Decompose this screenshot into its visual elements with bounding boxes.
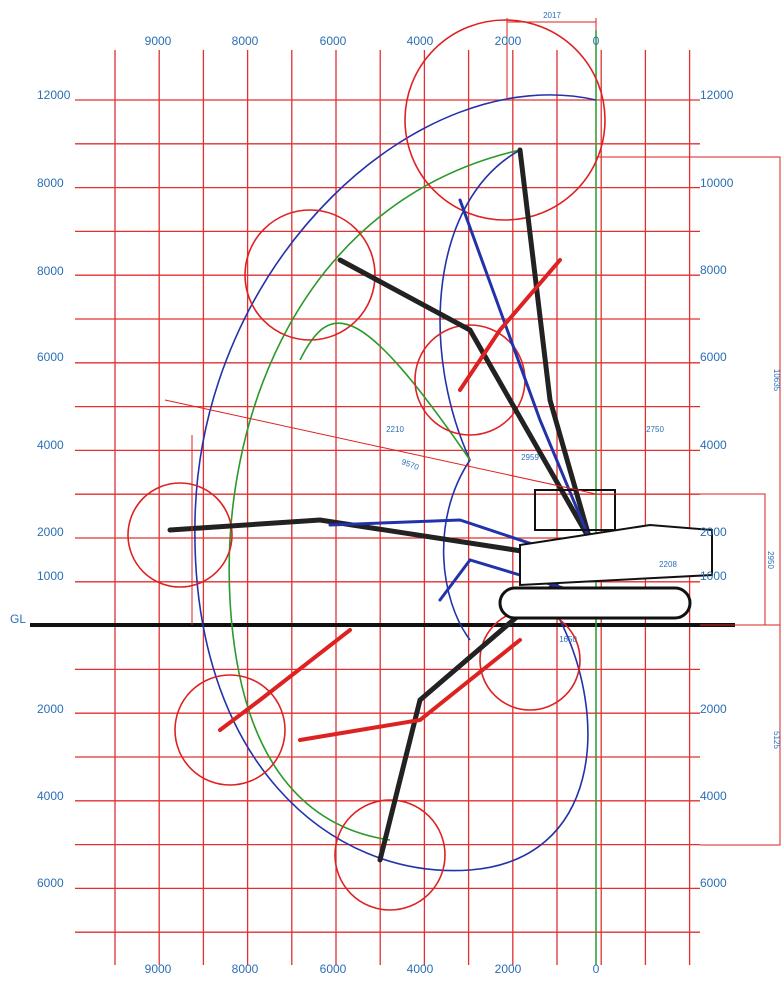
x-label-bottom: 8000: [232, 962, 259, 976]
x-label-bottom: 2000: [495, 962, 522, 976]
excavator: [498, 489, 713, 620]
dimension-label: 2210: [386, 425, 404, 434]
x-label-bottom: 9000: [145, 962, 172, 976]
y-label-left: 1000: [37, 569, 64, 583]
y-label-right: 4000: [700, 789, 727, 803]
y-label-left: 8000: [37, 176, 64, 190]
dimension-label: 2950: [766, 551, 775, 569]
dimension-label: 2017: [543, 11, 561, 20]
y-label-left: 6000: [37, 350, 64, 364]
y-label-left: 4000: [37, 438, 64, 452]
x-label-top: 8000: [232, 34, 259, 48]
booms: [167, 147, 593, 863]
y-label-left: 2000: [37, 702, 64, 716]
y-label-right: 1000: [700, 569, 727, 583]
x-label-bottom: 4000: [407, 962, 434, 976]
y-label-left: GL: [10, 612, 26, 626]
dimension-label: 2208: [659, 560, 677, 569]
x-label-top: 9000: [145, 34, 172, 48]
y-label-left: 2000: [37, 525, 64, 539]
y-label-right: 2000: [700, 702, 727, 716]
x-label-top: 0: [593, 34, 600, 48]
labels: 9000 9000 8000 8000 6000 6000 4000 4000 2000 2000…: [10, 11, 781, 976]
dimension-label: 2750: [646, 425, 664, 434]
x-label-top: 2000: [495, 34, 522, 48]
y-label-right: 12000: [700, 88, 734, 102]
y-label-right: 4000: [700, 438, 727, 452]
dimension-label: 5125: [772, 731, 781, 749]
y-label-right: 10000: [700, 176, 734, 190]
dimension-label: 10635: [772, 369, 781, 392]
dimension-label: 2959: [521, 453, 539, 462]
dimension-lines: [164, 18, 781, 846]
y-label-right: 2000: [700, 525, 727, 539]
y-label-left: 6000: [37, 876, 64, 890]
y-label-right: 6000: [700, 876, 727, 890]
dimension-label: 1650: [559, 635, 577, 644]
x-label-bottom: 0: [593, 962, 600, 976]
y-label-left: 4000: [37, 789, 64, 803]
x-label-top: 4000: [407, 34, 434, 48]
x-label-bottom: 6000: [320, 962, 347, 976]
envelopes: [127, 19, 606, 911]
dimension-label: 9570: [400, 457, 420, 472]
y-label-right: 8000: [700, 263, 727, 277]
y-label-right: 6000: [700, 350, 727, 364]
y-label-left: 12000: [37, 88, 71, 102]
x-label-top: 6000: [320, 34, 347, 48]
y-label-left: 8000: [37, 264, 64, 278]
